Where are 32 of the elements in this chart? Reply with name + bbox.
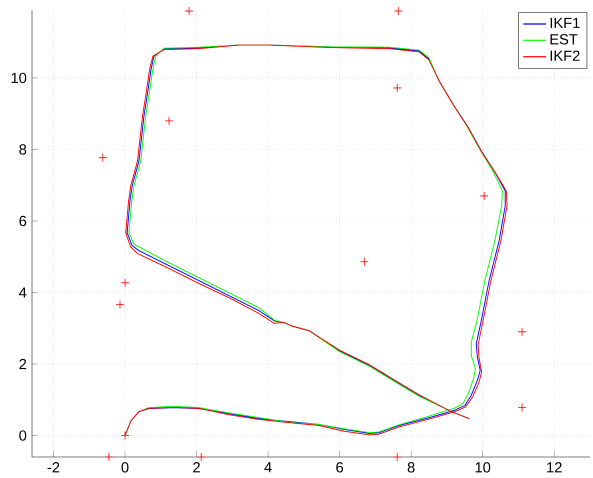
- x-tick-label: 0: [121, 462, 128, 473]
- legend-label: EST: [550, 34, 578, 45]
- y-tick-label: 2: [19, 358, 26, 370]
- point: [104, 452, 114, 462]
- x-tick-label: 12: [547, 462, 562, 472]
- x-tick-label: 4: [264, 462, 272, 472]
- y-tick-label: 0: [19, 430, 26, 441]
- x-tick-label: 6: [336, 462, 344, 473]
- point: [394, 6, 403, 16]
- x-tick-label: 10: [476, 462, 490, 473]
- y-tick-label: 10: [12, 72, 26, 84]
- point: [120, 431, 130, 440]
- legend-label: IKF2: [550, 50, 580, 61]
- point: [120, 278, 130, 288]
- y-tick-label: 8: [19, 144, 26, 155]
- point: [184, 6, 194, 16]
- point: [116, 300, 124, 310]
- x-tick-label: 2: [193, 462, 200, 472]
- point: [392, 84, 402, 92]
- x-tick-label: 8: [408, 462, 415, 473]
- point: [518, 403, 526, 412]
- y-tick-label: 6: [19, 216, 26, 226]
- point: [196, 452, 206, 462]
- x-tick-label: -2: [48, 462, 60, 472]
- point: [360, 257, 369, 266]
- point: [480, 192, 489, 200]
- legend-label: IKF1: [550, 18, 580, 28]
- point: [98, 153, 108, 162]
- point: [164, 116, 174, 126]
- point: [518, 327, 526, 336]
- y-tick-label: 4: [19, 287, 26, 298]
- point: [392, 452, 402, 462]
